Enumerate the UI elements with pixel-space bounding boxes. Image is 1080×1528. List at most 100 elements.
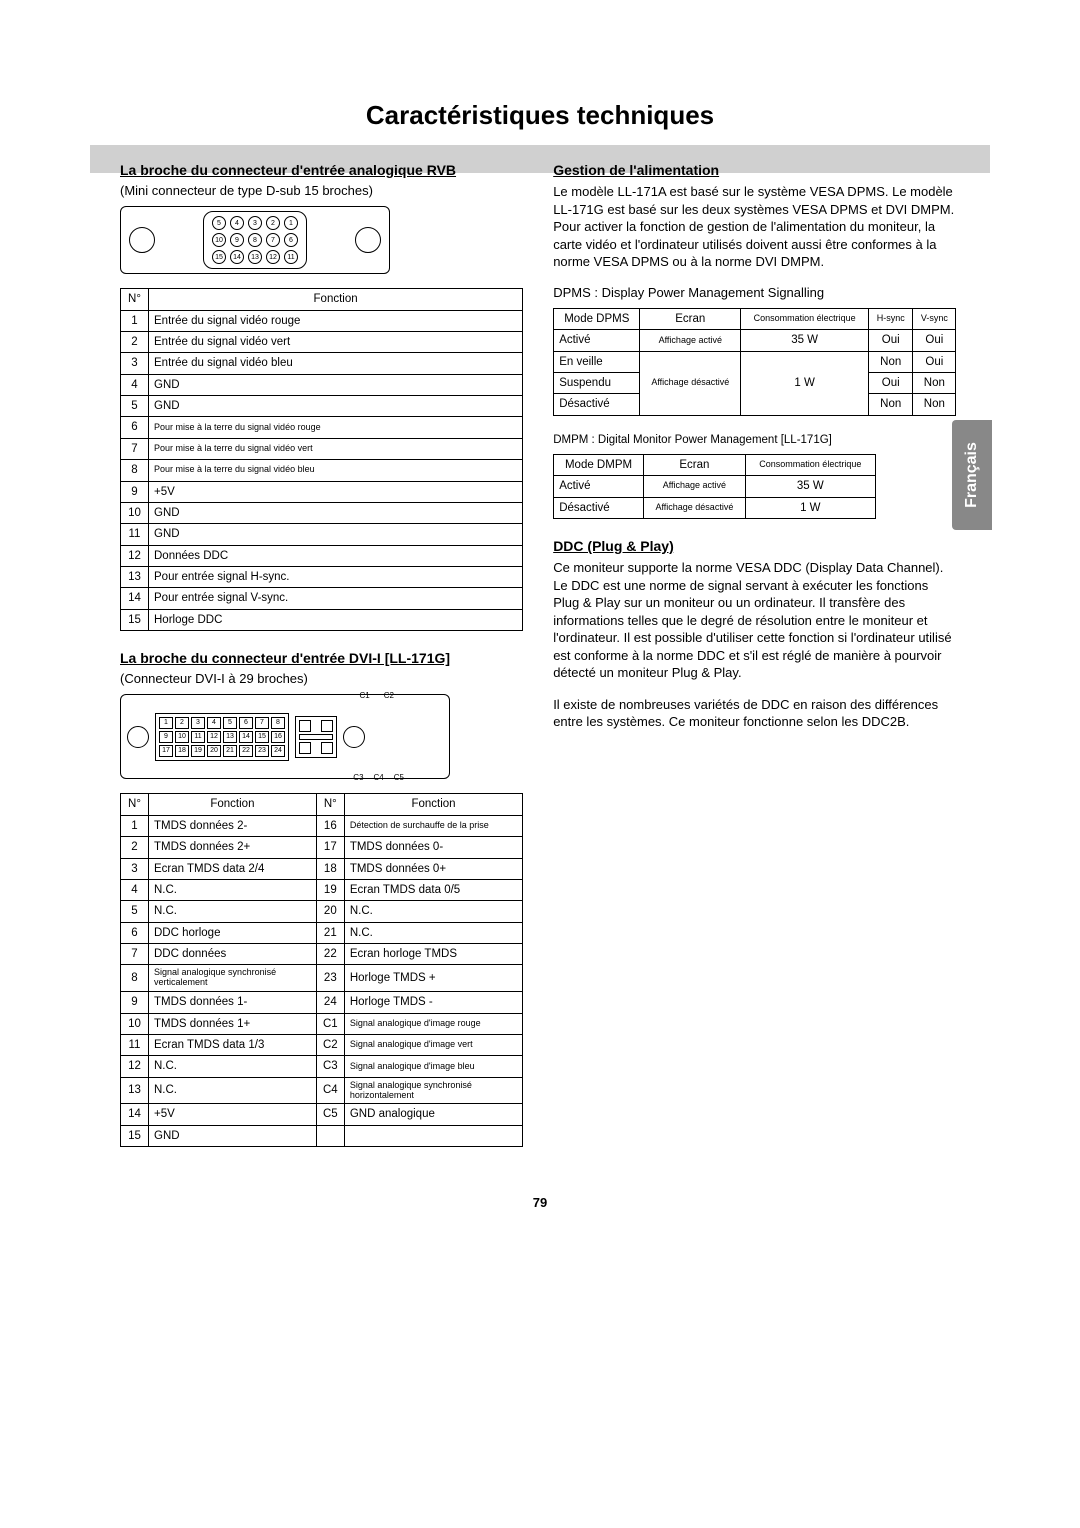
table-cell: 21	[316, 922, 344, 943]
pin-label: 1	[284, 216, 298, 230]
table-cell: GND	[149, 524, 523, 545]
page-number: 79	[120, 1195, 960, 1210]
table-cell: 9	[121, 992, 149, 1013]
table-cell: Ecran horloge TMDS	[344, 944, 522, 965]
table-header: N°	[316, 794, 344, 815]
table-row: 4N.C.19Ecran TMDS data 0/5	[121, 879, 523, 900]
table-cell: Oui	[869, 373, 913, 394]
table-cell: 10	[121, 1013, 149, 1034]
table-cell: Signal analogique d'image vert	[344, 1034, 522, 1055]
table-cell: TMDS données 1+	[149, 1013, 317, 1034]
pin-label: 15	[255, 731, 269, 743]
rvb-heading: La broche du connecteur d'entrée analogi…	[120, 161, 523, 179]
ddc-para3: Il existe de nombreuses variétés de DDC …	[553, 696, 956, 731]
table-row: 10GND	[121, 502, 523, 523]
table-row: 15GND	[121, 1125, 523, 1146]
table-cell: Entrée du signal vidéo bleu	[149, 353, 523, 374]
table-cell: N.C.	[344, 922, 522, 943]
table-cell: +5V	[149, 1104, 317, 1125]
table-cell: Non	[869, 394, 913, 415]
table-cell: 5	[121, 901, 149, 922]
pin-label: 5	[223, 717, 237, 729]
pin-label: 17	[159, 745, 173, 757]
pin-label: 16	[271, 731, 285, 743]
table-cell: Activé	[554, 476, 644, 497]
table-cell: 10	[121, 502, 149, 523]
pin-label: 24	[271, 745, 285, 757]
table-cell: Activé	[554, 330, 640, 351]
table-cell: Oui	[913, 351, 956, 372]
table-cell: N.C.	[149, 1056, 317, 1077]
table-row: 10TMDS données 1+C1Signal analogique d'i…	[121, 1013, 523, 1034]
pin-label: C5	[394, 773, 404, 782]
table-cell: Non	[913, 373, 956, 394]
table-row: 15Horloge DDC	[121, 609, 523, 630]
table-cell: 16	[316, 815, 344, 836]
table-cell: C5	[316, 1104, 344, 1125]
table-row: 13N.C.C4Signal analogique synchronisé ho…	[121, 1077, 523, 1104]
table-cell: 6	[121, 922, 149, 943]
table-cell: En veille	[554, 351, 640, 372]
table-cell: 22	[316, 944, 344, 965]
ddc-heading: DDC (Plug & Play)	[553, 537, 956, 555]
table-cell: TMDS données 2+	[149, 837, 317, 858]
table-cell: 35 W	[745, 476, 875, 497]
table-cell: Affichage désactivé	[640, 351, 741, 415]
table-cell: Désactivé	[554, 394, 640, 415]
dvi-pin-block: 12345678 910111213141516 171819202122232…	[155, 713, 289, 761]
table-row: 1TMDS données 2-16Détection de surchauff…	[121, 815, 523, 836]
table-cell: 13	[121, 567, 149, 588]
table-cell: 9	[121, 481, 149, 502]
pin-label: 21	[223, 745, 237, 757]
table-header: Consommation électrique	[741, 308, 869, 329]
table-cell: 7	[121, 944, 149, 965]
table-cell: 35 W	[741, 330, 869, 351]
table-header: V-sync	[913, 308, 956, 329]
table-row: 8Signal analogique synchronisé verticale…	[121, 965, 523, 992]
table-cell: Signal analogique d'image rouge	[344, 1013, 522, 1034]
table-row: 5GND	[121, 396, 523, 417]
table-cell: 17	[316, 837, 344, 858]
pin-label: 3	[191, 717, 205, 729]
table-cell: N.C.	[344, 901, 522, 922]
table-row: 12Données DDC	[121, 545, 523, 566]
table-cell: GND analogique	[344, 1104, 522, 1125]
pin-label: 4	[207, 717, 221, 729]
table-row: 12N.C.C3Signal analogique d'image bleu	[121, 1056, 523, 1077]
table-cell: N.C.	[149, 1077, 317, 1104]
dpms-label: DPMS : Display Power Management Signalli…	[553, 285, 956, 300]
table-row: 3Entrée du signal vidéo bleu	[121, 353, 523, 374]
table-row: 2TMDS données 2+17TMDS données 0-	[121, 837, 523, 858]
dmpm-label: DMPM : Digital Monitor Power Management …	[553, 434, 956, 446]
table-cell: C4	[316, 1077, 344, 1104]
table-cell: C2	[316, 1034, 344, 1055]
table-row: 7DDC données22Ecran horloge TMDS	[121, 944, 523, 965]
table-row: 14Pour entrée signal V-sync.	[121, 588, 523, 609]
table-header: N°	[121, 794, 149, 815]
left-column: La broche du connecteur d'entrée analogi…	[120, 161, 523, 1165]
ddc-para2: Le DDC est une norme de signal servant à…	[553, 577, 956, 682]
pin-label: 1	[159, 717, 173, 729]
table-row: 1Entrée du signal vidéo rouge	[121, 310, 523, 331]
right-column: Gestion de l'alimentation Le modèle LL-1…	[553, 161, 956, 1165]
table-header: Fonction	[149, 794, 317, 815]
table-cell: Pour mise à la terre du signal vidéo ble…	[149, 460, 523, 481]
table-cell: 13	[121, 1077, 149, 1104]
pin-label: 6	[284, 233, 298, 247]
table-row: 2Entrée du signal vidéo vert	[121, 331, 523, 352]
pin-label: 2	[175, 717, 189, 729]
table-cell: TMDS données 1-	[149, 992, 317, 1013]
table-cell: Pour entrée signal V-sync.	[149, 588, 523, 609]
table-cell: TMDS données 0-	[344, 837, 522, 858]
pin-label: 18	[175, 745, 189, 757]
pin-label: 14	[230, 250, 244, 264]
pin-label: 7	[255, 717, 269, 729]
pin-label: 8	[248, 233, 262, 247]
table-cell: Données DDC	[149, 545, 523, 566]
table-cell: 7	[121, 438, 149, 459]
pin-label: 10	[212, 233, 226, 247]
table-row: ActivéAffichage activé35 W	[554, 476, 876, 497]
table-cell: Affichage activé	[640, 330, 741, 351]
dsub-connector-diagram: 54321 109876 1514131211	[120, 206, 390, 274]
table-cell: 2	[121, 331, 149, 352]
